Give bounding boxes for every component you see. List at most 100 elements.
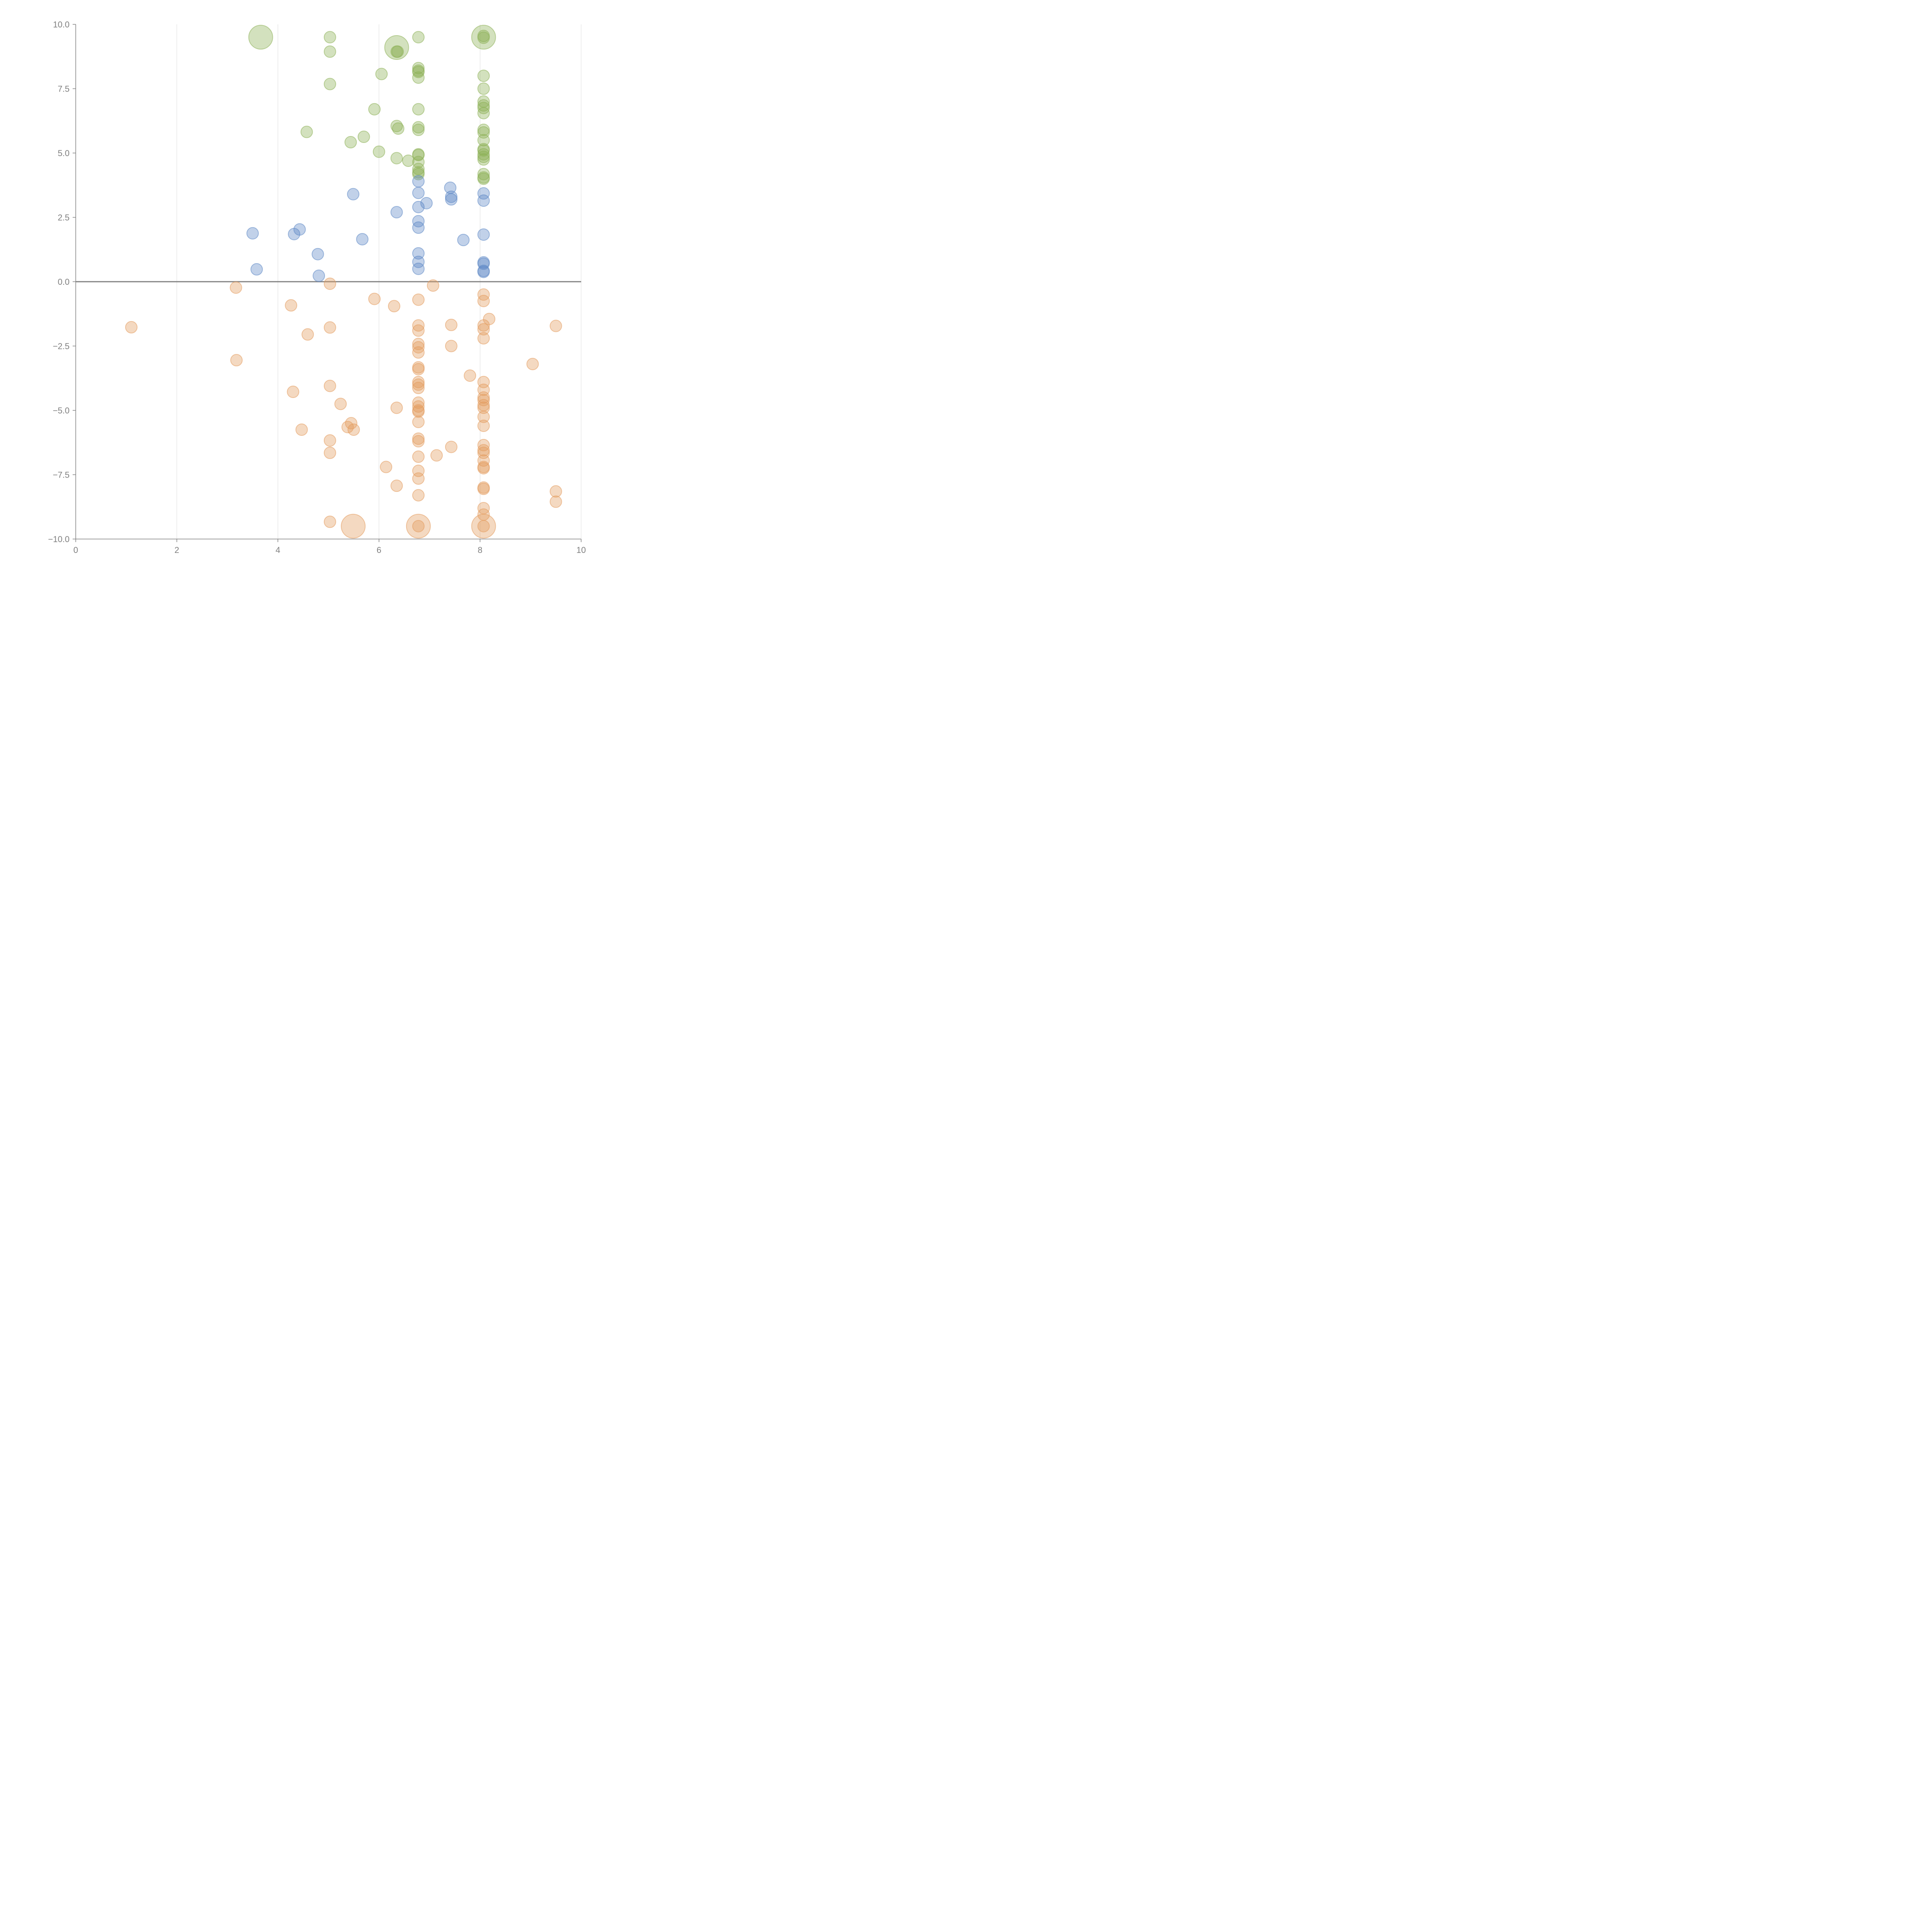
data-point	[412, 71, 425, 84]
data-point	[345, 417, 357, 430]
data-point	[430, 449, 443, 462]
data-point	[313, 269, 325, 282]
data-point	[477, 172, 490, 185]
data-point	[412, 363, 425, 376]
data-point	[412, 62, 425, 75]
data-point	[477, 410, 490, 423]
data-point	[477, 483, 490, 495]
data-point	[477, 332, 490, 345]
data-point	[477, 107, 490, 119]
data-point	[477, 520, 490, 532]
data-point	[392, 122, 405, 135]
data-point	[368, 103, 381, 116]
x-tick-label: 2	[174, 545, 179, 555]
data-point	[477, 294, 490, 307]
y-tick-label: 5.0	[58, 148, 70, 158]
data-point	[250, 263, 263, 276]
data-point	[526, 358, 539, 371]
data-point	[390, 401, 403, 414]
data-point	[390, 480, 403, 492]
data-point	[412, 338, 425, 350]
data-point	[445, 193, 457, 206]
x-tick-label: 10	[577, 545, 586, 555]
data-point	[445, 318, 457, 331]
data-point	[477, 288, 490, 301]
data-point	[380, 461, 393, 473]
data-point	[412, 64, 425, 77]
data-point	[323, 446, 336, 459]
y-tick-label: −5.0	[53, 406, 70, 415]
data-point	[412, 156, 425, 168]
data-point	[323, 434, 336, 447]
data-point	[412, 168, 425, 180]
data-point	[246, 227, 259, 240]
data-point	[471, 514, 496, 539]
y-tick-label: −7.5	[53, 470, 70, 480]
data-point	[412, 175, 425, 188]
data-point	[388, 300, 401, 313]
data-point	[311, 248, 324, 260]
data-point	[406, 514, 431, 539]
points-layer	[125, 25, 562, 539]
data-point	[412, 405, 425, 418]
data-point	[248, 25, 273, 50]
data-point	[549, 485, 562, 498]
data-point	[477, 194, 490, 207]
data-point	[412, 400, 425, 413]
data-point	[412, 163, 425, 175]
y-tick-label: 7.5	[58, 84, 70, 94]
data-point	[477, 323, 490, 336]
data-point	[477, 70, 490, 82]
data-point	[412, 31, 425, 44]
data-point	[341, 514, 366, 539]
data-point	[300, 126, 313, 138]
data-point	[412, 432, 425, 445]
data-point	[477, 102, 490, 114]
data-point	[477, 134, 490, 146]
data-point	[372, 145, 385, 158]
scatter-plot: 0 2 4 6 8 10 −10.0 −7.5 −5.0 −2.5 0.0 2.5 5.0 7.5 10.0	[48, 20, 586, 555]
data-point	[412, 450, 425, 463]
data-point	[549, 320, 562, 332]
data-point	[293, 223, 306, 236]
data-point	[375, 68, 388, 80]
data-point	[445, 440, 457, 453]
data-point	[344, 136, 357, 149]
data-point	[477, 462, 490, 474]
y-tick-label: −10.0	[48, 534, 70, 544]
y-tick-label: 10.0	[53, 20, 70, 29]
axes-layer: 0 2 4 6 8 10 −10.0 −7.5 −5.0 −2.5 0.0 2.5 5.0 7.5 10.0	[48, 20, 586, 555]
data-point	[390, 206, 403, 219]
data-point	[471, 25, 496, 50]
data-point	[412, 215, 425, 228]
data-point	[457, 234, 470, 247]
data-point	[412, 346, 425, 359]
data-point	[412, 489, 425, 502]
data-point	[477, 401, 490, 414]
data-point	[412, 382, 425, 395]
data-point	[323, 31, 336, 44]
data-point	[412, 149, 425, 162]
data-point	[347, 423, 360, 436]
data-point	[357, 131, 370, 143]
data-point	[412, 201, 425, 213]
data-point	[477, 124, 490, 136]
data-point	[412, 435, 425, 447]
data-point	[368, 293, 381, 305]
data-point	[477, 265, 490, 278]
data-point	[287, 386, 299, 398]
data-point	[477, 153, 490, 166]
data-point	[412, 378, 425, 391]
data-point	[323, 321, 336, 334]
data-point	[295, 423, 308, 436]
data-point	[445, 190, 457, 203]
data-point	[391, 45, 404, 58]
data-point	[412, 187, 425, 199]
data-point	[477, 144, 490, 157]
data-point	[464, 369, 476, 382]
data-point	[412, 341, 425, 354]
data-point	[230, 354, 243, 367]
data-point	[427, 279, 439, 292]
data-point	[477, 82, 490, 95]
data-point	[285, 299, 298, 312]
